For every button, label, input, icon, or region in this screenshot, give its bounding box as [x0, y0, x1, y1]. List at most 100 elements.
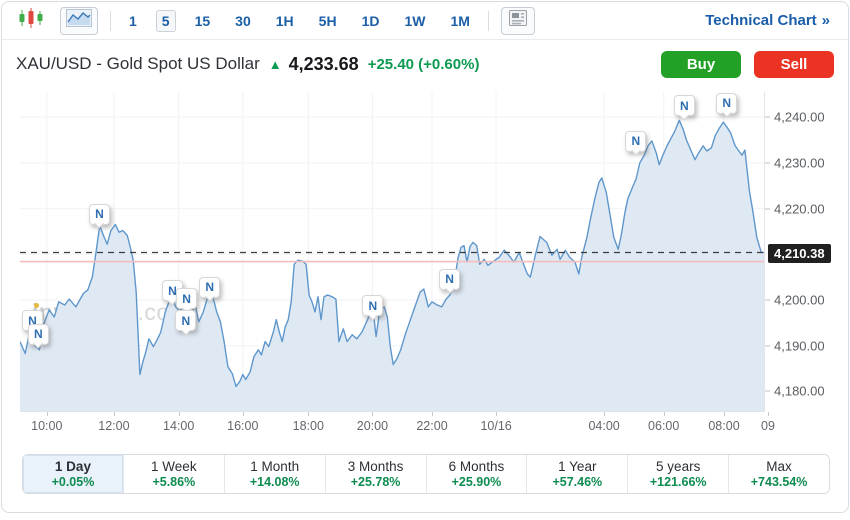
- chevron-right-icon: »: [822, 12, 830, 29]
- timeframe-buttons: 15 15 30 1H 5H 1D 1W 1M: [123, 10, 476, 32]
- tab-change-percent: +57.46%: [552, 475, 602, 489]
- news-marker[interactable]: N: [28, 324, 49, 345]
- x-axis-tick: [114, 412, 115, 416]
- timeframe-5h[interactable]: 5H: [313, 10, 343, 32]
- technical-chart-link[interactable]: Technical Chart »: [705, 12, 834, 29]
- timeframe-1[interactable]: 1: [123, 10, 143, 32]
- tab-change-percent: +25.90%: [452, 475, 502, 489]
- x-axis-tick: [496, 412, 497, 416]
- tab-change-percent: +25.78%: [351, 475, 401, 489]
- tab-1-week[interactable]: 1 Week+5.86%: [124, 455, 225, 493]
- x-axis-label: 12:00: [98, 419, 129, 433]
- y-axis-label: 4,240.00: [765, 110, 825, 125]
- toolbar-divider: [488, 11, 489, 31]
- y-axis-label: 4,220.00: [765, 201, 825, 216]
- tab-1-month[interactable]: 1 Month+14.08%: [225, 455, 326, 493]
- x-axis-label: 20:00: [357, 419, 388, 433]
- tab-label: 6 Months: [449, 459, 505, 474]
- tab-5-years[interactable]: 5 years+121.66%: [628, 455, 729, 493]
- last-price-badge: 4,210.38: [768, 244, 831, 263]
- price-chart-plot[interactable]: [20, 92, 765, 412]
- news-marker[interactable]: N: [625, 131, 646, 152]
- tab-change-percent: +5.86%: [152, 475, 195, 489]
- timeframe-15[interactable]: 15: [189, 10, 217, 32]
- y-axis-label: 4,190.00: [765, 338, 825, 353]
- tab-change-percent: +121.66%: [650, 475, 707, 489]
- news-marker[interactable]: N: [175, 310, 196, 331]
- news-marker[interactable]: N: [439, 269, 460, 290]
- trade-buttons: Buy Sell: [661, 51, 834, 78]
- x-axis-label: 04:00: [588, 419, 619, 433]
- y-axis-label: 4,180.00: [765, 384, 825, 399]
- price-up-arrow-icon: ▲: [269, 57, 282, 72]
- tab-label: 1 Month: [250, 459, 299, 474]
- news-marker[interactable]: N: [362, 295, 383, 316]
- period-tabs: 1 Day+0.05%1 Week+5.86%1 Month+14.08%3 M…: [22, 454, 830, 494]
- timeframe-1h[interactable]: 1H: [270, 10, 300, 32]
- y-axis-label: 4,200.00: [765, 293, 825, 308]
- news-marker[interactable]: N: [199, 277, 220, 298]
- tab-label: 5 years: [656, 459, 700, 474]
- instrument-title: XAU/USD - Gold Spot US Dollar: [16, 54, 260, 74]
- x-axis-label: 10:00: [31, 419, 62, 433]
- last-price: 4,233.68: [289, 54, 359, 75]
- chart-card: 15 15 30 1H 5H 1D 1W 1M Technical Chart » XAU/U…: [1, 1, 849, 513]
- candlestick-chart-button[interactable]: [16, 8, 46, 34]
- price-area: [20, 120, 765, 412]
- tab-label: 3 Months: [348, 459, 404, 474]
- x-axis: 10:00 12:00 14:00 16:00 18:00 20:00 22:00 10/16…: [20, 416, 765, 436]
- x-axis-label: 22:00: [416, 419, 447, 433]
- tab-label: 1 Day: [55, 459, 91, 474]
- x-axis-label: 06:00: [648, 419, 679, 433]
- x-axis-tick: [372, 412, 373, 416]
- instrument-header: XAU/USD - Gold Spot US Dollar ▲ 4,233.68…: [2, 40, 848, 88]
- x-axis-label: 10/16: [480, 419, 511, 433]
- timeframe-1w[interactable]: 1W: [398, 10, 431, 32]
- x-axis-label: 14:00: [163, 419, 194, 433]
- x-axis-tick: [604, 412, 605, 416]
- x-axis-label: 18:00: [293, 419, 324, 433]
- technical-chart-label: Technical Chart: [705, 12, 816, 29]
- news-marker[interactable]: N: [176, 288, 197, 309]
- news-marker[interactable]: N: [674, 95, 695, 116]
- news-view-button[interactable]: [501, 7, 535, 35]
- candlestick-icon: [18, 7, 44, 34]
- area-chart-icon: [66, 9, 92, 32]
- buy-button[interactable]: Buy: [661, 51, 741, 78]
- tab-1-year[interactable]: 1 Year+57.46%: [527, 455, 628, 493]
- x-axis-label: 08:00: [708, 419, 739, 433]
- tab-6-months[interactable]: 6 Months+25.90%: [427, 455, 528, 493]
- timeframe-5[interactable]: 5: [156, 10, 176, 32]
- x-axis-tick: [47, 412, 48, 416]
- x-axis-tick: [664, 412, 665, 416]
- timeframe-1d[interactable]: 1D: [356, 10, 386, 32]
- price-change: +25.40 (+0.60%): [368, 56, 480, 73]
- tab-3-months[interactable]: 3 Months+25.78%: [326, 455, 427, 493]
- tab-1-day[interactable]: 1 Day+0.05%: [23, 455, 124, 493]
- toolbar-divider: [110, 11, 111, 31]
- x-axis-tick: [768, 412, 769, 416]
- x-axis-tick: [432, 412, 433, 416]
- tab-label: 1 Week: [151, 459, 197, 474]
- tab-change-percent: +0.05%: [52, 475, 95, 489]
- chart-widget: 15 15 30 1H 5H 1D 1W 1M Technical Chart » XAU/U…: [0, 0, 850, 520]
- news-marker[interactable]: N: [716, 93, 737, 114]
- x-axis-tick: [724, 412, 725, 416]
- newspaper-icon: [509, 10, 527, 31]
- y-axis-label: 4,230.00: [765, 155, 825, 170]
- tab-max[interactable]: Max+743.54%: [729, 455, 829, 493]
- tab-change-percent: +14.08%: [250, 475, 300, 489]
- news-marker[interactable]: N: [89, 204, 110, 225]
- area-chart-button[interactable]: [60, 7, 98, 35]
- timeframe-30[interactable]: 30: [229, 10, 257, 32]
- x-axis-tick: [179, 412, 180, 416]
- tab-label: Max: [766, 459, 792, 474]
- x-axis-label: 16:00: [227, 419, 258, 433]
- timeframe-1m[interactable]: 1M: [444, 10, 475, 32]
- tab-label: 1 Year: [558, 459, 596, 474]
- x-axis-tick: [308, 412, 309, 416]
- sell-button[interactable]: Sell: [754, 51, 834, 78]
- chart-toolbar: 15 15 30 1H 5H 1D 1W 1M Technical Chart »: [2, 2, 848, 40]
- x-axis-tick: [243, 412, 244, 416]
- x-axis-label: 09: [761, 419, 775, 433]
